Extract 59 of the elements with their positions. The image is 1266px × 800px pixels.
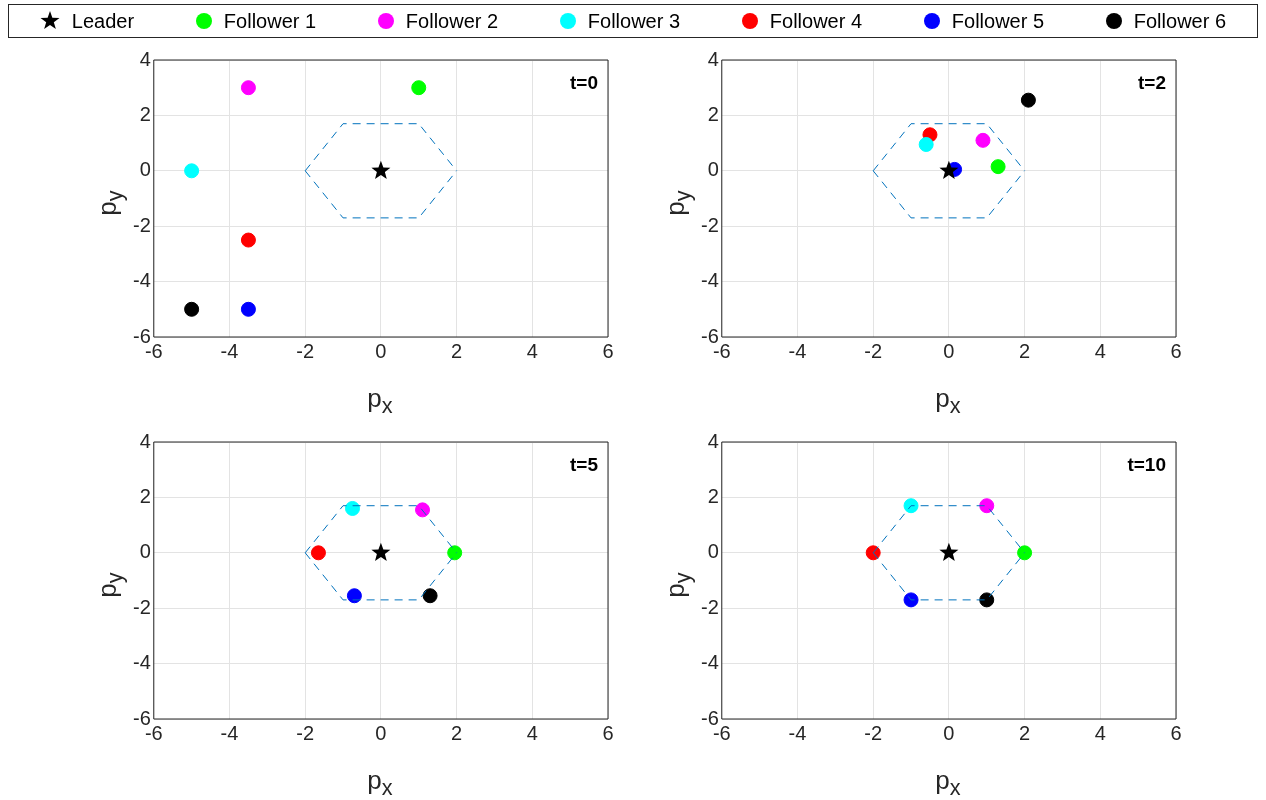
y-tick-label: 0 [139, 540, 151, 563]
x-tick-label: -2 [296, 339, 315, 362]
legend-label: Follower 4 [769, 9, 863, 33]
x-tick-label: 2 [451, 721, 463, 744]
y-tick-label: -4 [700, 651, 719, 674]
x-tick-label: 4 [526, 339, 538, 362]
y-tick-label: -2 [700, 595, 719, 618]
x-tick-label: -4 [220, 721, 239, 744]
legend-label: Follower 6 [1133, 9, 1227, 33]
legend-label: Follower 1 [223, 9, 317, 33]
x-tick-label: 0 [943, 339, 955, 362]
legend-label: Follower 2 [405, 9, 499, 33]
y-tick-label: -4 [132, 269, 151, 292]
x-tick-label: 0 [943, 721, 955, 744]
y-tick-label: 4 [139, 429, 151, 452]
annotation: t=5 [570, 453, 599, 475]
x-tick-label: -4 [220, 339, 239, 362]
x-tick-label: -4 [788, 339, 807, 362]
y-tick-label: -4 [700, 269, 719, 292]
x-axis-title: p$_{x}$ [366, 765, 394, 800]
y-tick-label: 2 [139, 102, 151, 125]
legend-label: Follower 3 [587, 9, 681, 33]
y-tick-label: -2 [132, 595, 151, 618]
x-tick-label: -2 [864, 721, 883, 744]
x-tick-label: 4 [1094, 721, 1106, 744]
x-tick-label: -2 [864, 339, 883, 362]
annotation: t=2 [1138, 71, 1166, 93]
x-tick-label: -4 [788, 721, 807, 744]
y-tick-label: 4 [707, 47, 719, 70]
y-tick-label: 2 [707, 484, 719, 507]
annotation: t=10 [1127, 453, 1166, 475]
y-tick-label: -2 [700, 213, 719, 236]
x-tick-label: 2 [1019, 721, 1031, 744]
y-tick-label: 2 [707, 102, 719, 125]
y-tick-label: 4 [139, 47, 151, 70]
x-tick-label: -2 [296, 721, 315, 744]
x-tick-label: 4 [1094, 339, 1106, 362]
legend-label: Leader [71, 9, 135, 33]
x-axis-title: p$_{x}$ [366, 383, 394, 420]
y-tick-label: 0 [707, 158, 719, 181]
annotation: t=0 [570, 71, 598, 93]
x-tick-label: 0 [375, 339, 387, 362]
x-tick-label: 6 [1170, 721, 1182, 744]
x-axis-title: p$_{x}$ [934, 383, 962, 420]
x-axis-title: p$_{x}$ [934, 765, 962, 800]
x-tick-label: 6 [602, 721, 614, 744]
x-tick-label: 2 [1019, 339, 1031, 362]
y-tick-label: 2 [139, 484, 151, 507]
y-tick-label: 0 [139, 158, 151, 181]
x-tick-label: 2 [451, 339, 463, 362]
y-tick-label: -2 [132, 213, 151, 236]
legend-label: Follower 5 [951, 9, 1045, 33]
x-tick-label: 4 [526, 721, 538, 744]
x-tick-label: 6 [1170, 339, 1182, 362]
x-tick-label: 0 [375, 721, 387, 744]
y-tick-label: -4 [132, 651, 151, 674]
x-tick-label: 6 [602, 339, 614, 362]
y-tick-label: 4 [707, 429, 719, 452]
y-tick-label: 0 [707, 540, 719, 563]
